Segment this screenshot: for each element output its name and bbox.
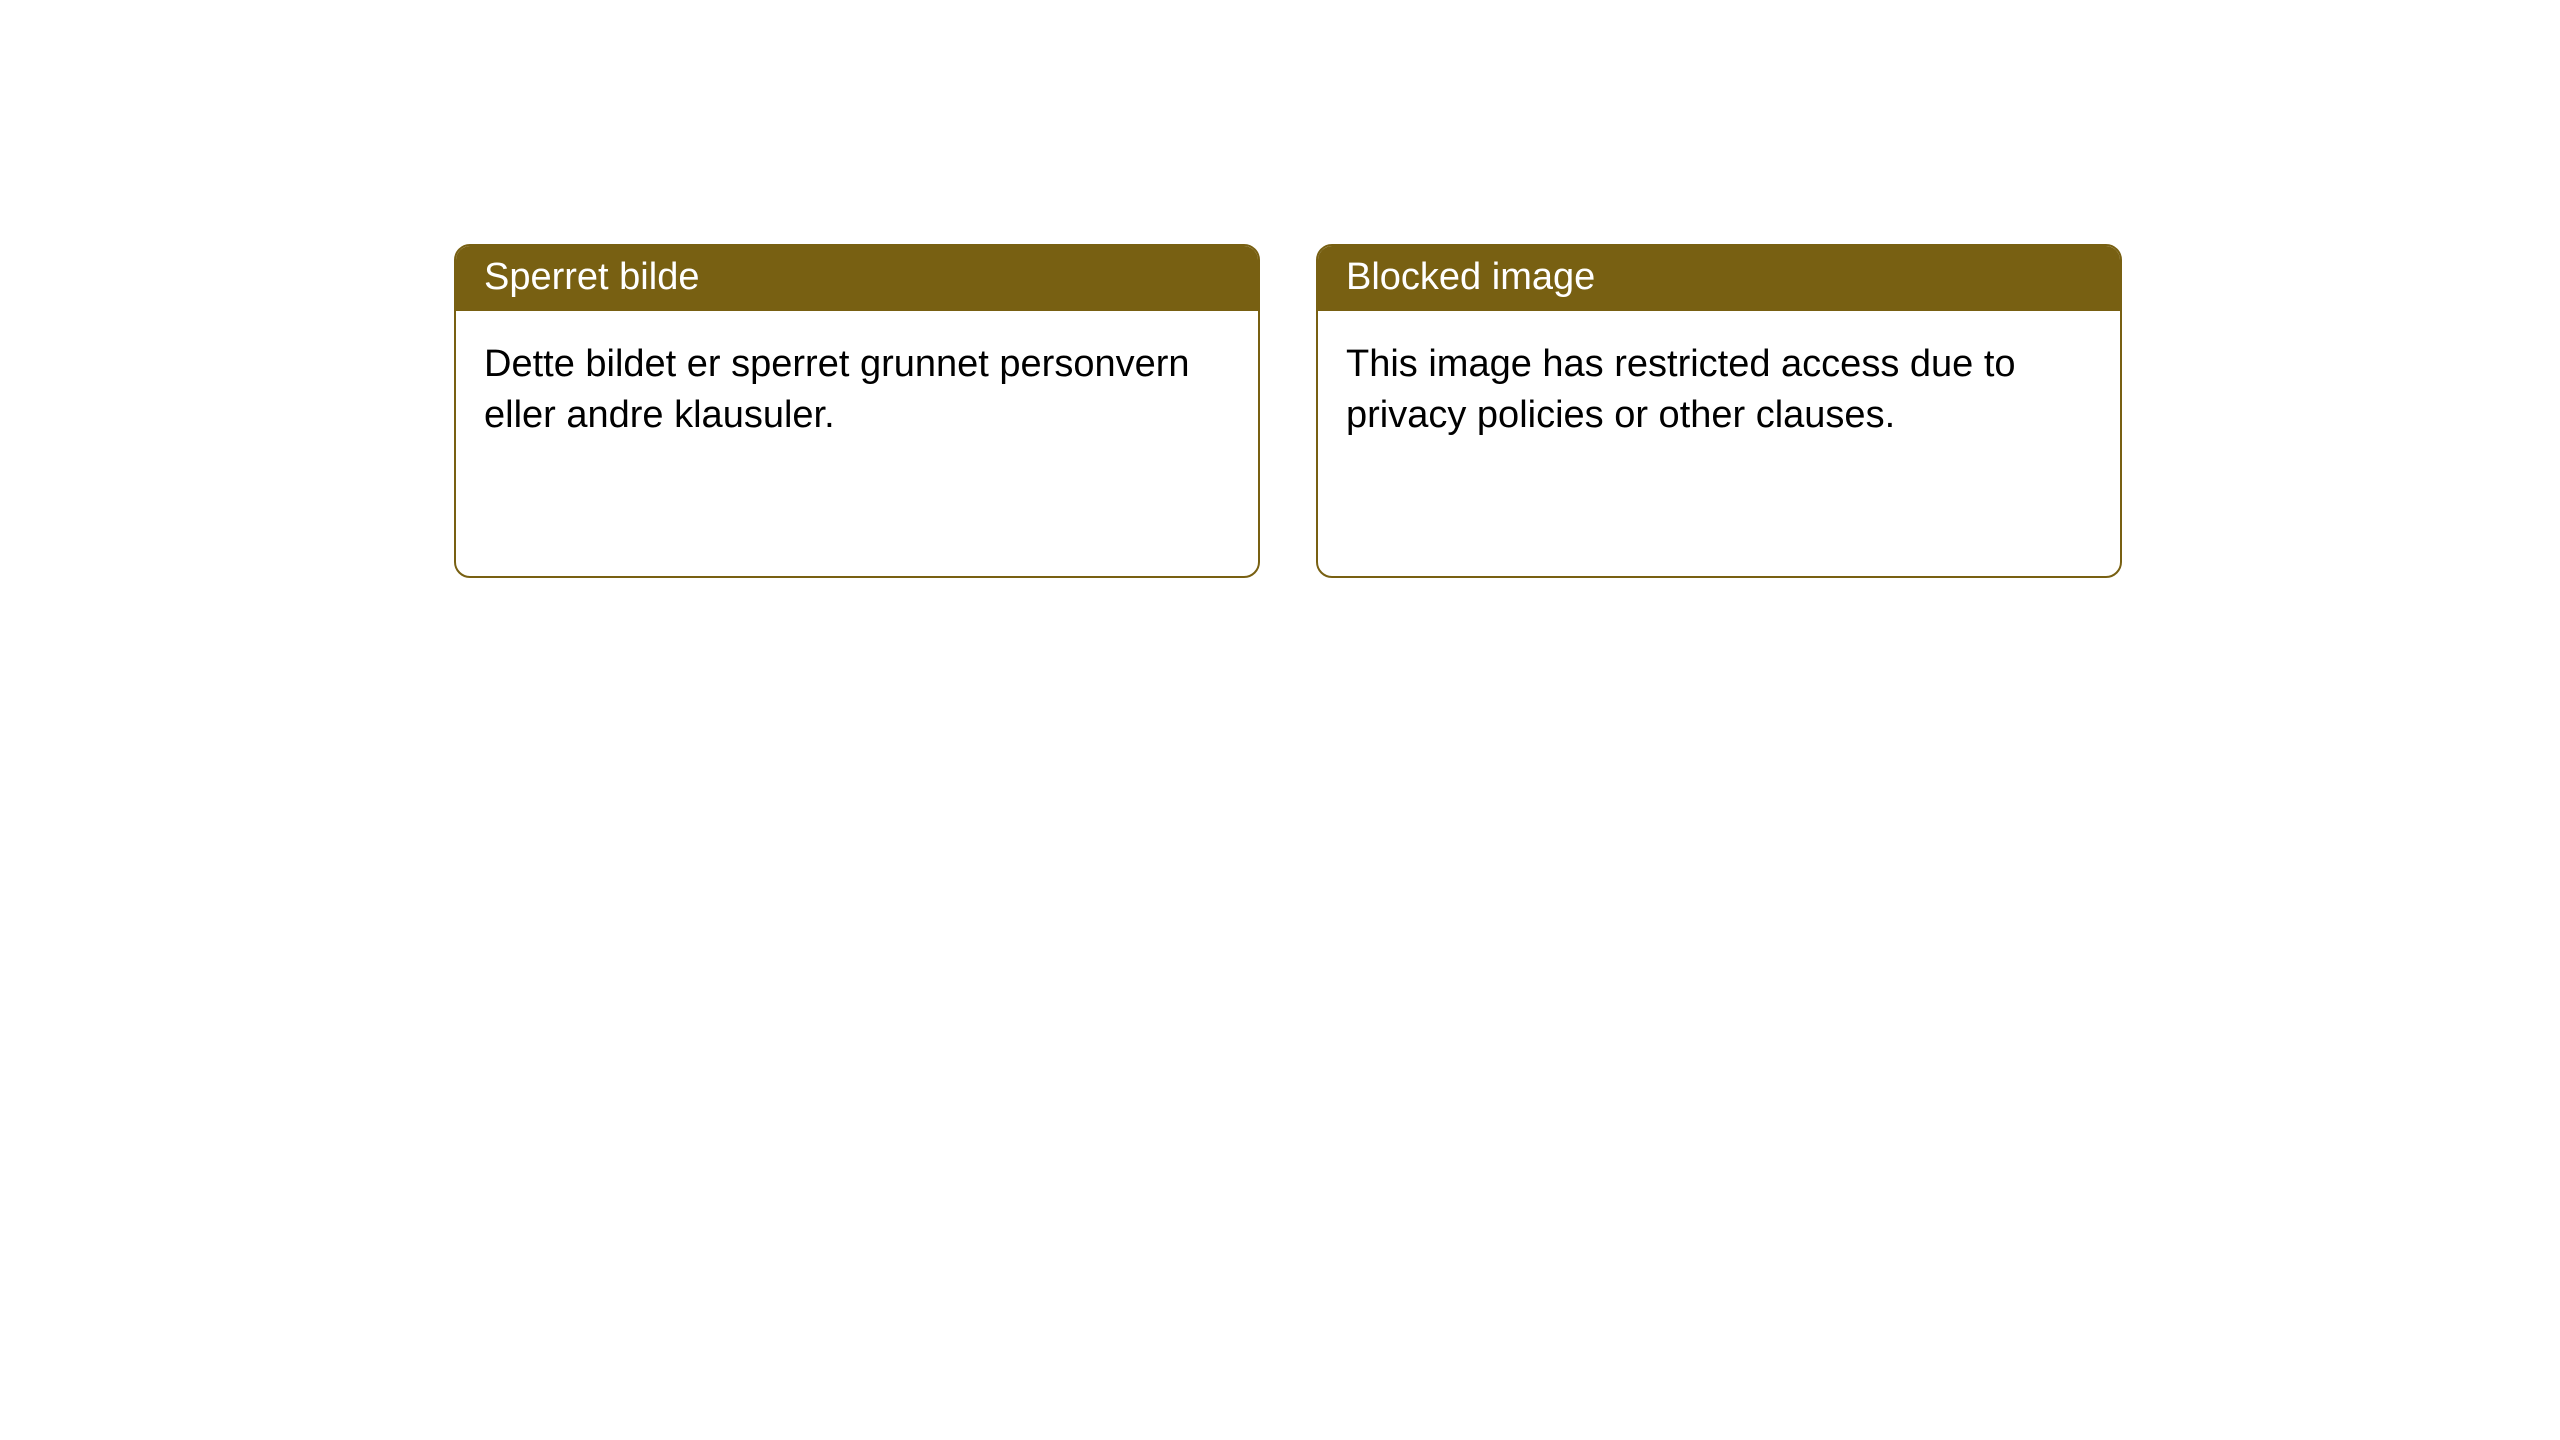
notice-header-english: Blocked image [1318, 246, 2120, 311]
notices-container: Sperret bilde Dette bildet er sperret gr… [454, 244, 2122, 578]
notice-body-norwegian: Dette bildet er sperret grunnet personve… [456, 311, 1258, 470]
notice-box-norwegian: Sperret bilde Dette bildet er sperret gr… [454, 244, 1260, 578]
notice-header-norwegian: Sperret bilde [456, 246, 1258, 311]
notice-box-english: Blocked image This image has restricted … [1316, 244, 2122, 578]
notice-body-english: This image has restricted access due to … [1318, 311, 2120, 470]
